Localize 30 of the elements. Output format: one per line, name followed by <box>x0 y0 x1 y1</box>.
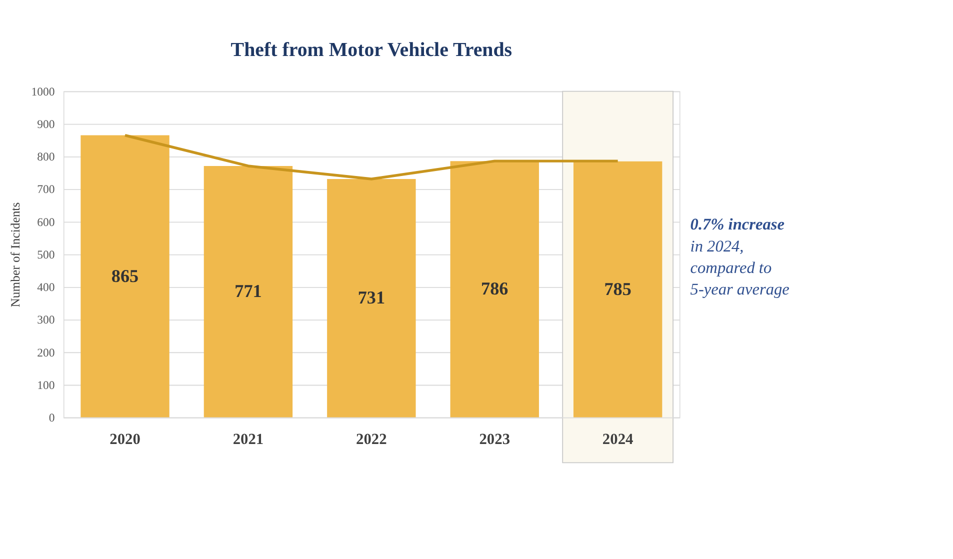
y-tick-label: 100 <box>37 378 55 392</box>
y-tick-label: 900 <box>37 118 55 131</box>
y-axis-title: Number of Incidents <box>8 202 22 308</box>
y-tick-label: 600 <box>37 216 55 229</box>
bar <box>450 161 539 418</box>
x-tick-label: 2024 <box>602 431 634 448</box>
data-label: 785 <box>604 278 632 299</box>
y-tick-label: 1000 <box>31 85 55 98</box>
line-series <box>124 134 620 180</box>
y-tick-label: 200 <box>37 346 55 360</box>
y-tick-label: 700 <box>37 183 55 196</box>
x-tick-label: 2022 <box>356 431 388 448</box>
data-label: 865 <box>111 266 139 286</box>
text: in 2024, compared to 5-year average <box>690 236 790 299</box>
text: 0.7% increase <box>690 214 784 234</box>
y-tick-label: 0 <box>48 411 55 424</box>
x-tick-label: 2021 <box>232 431 264 448</box>
data-label: 771 <box>234 281 262 302</box>
bar <box>204 166 293 418</box>
y-tick-label: 400 <box>37 281 55 294</box>
x-tick-label: 2023 <box>479 431 510 448</box>
bar <box>80 135 170 418</box>
chart-title: Theft from Motor Vehicle Trends <box>230 38 512 61</box>
y-tick-label: 300 <box>37 314 55 327</box>
y-tick-label: 800 <box>37 150 55 164</box>
x-tick-label: 2020 <box>110 431 141 448</box>
y-tick-label: 500 <box>37 248 55 262</box>
data-label: 786 <box>481 278 508 299</box>
bar <box>327 179 416 418</box>
data-label: 731 <box>358 288 385 308</box>
